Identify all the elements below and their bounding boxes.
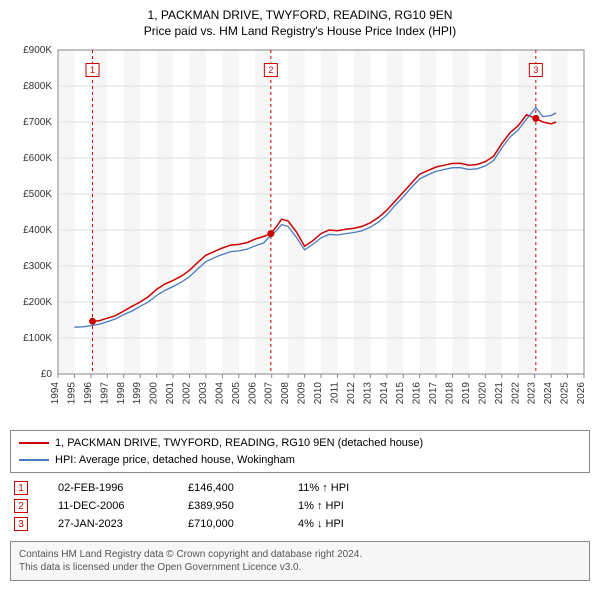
legend-row-property: 1, PACKMAN DRIVE, TWYFORD, READING, RG10… (19, 435, 581, 452)
svg-text:£0: £0 (41, 369, 53, 380)
svg-text:2008: 2008 (280, 382, 291, 405)
svg-text:£400K: £400K (23, 225, 52, 236)
transaction-pct: 1% ↑ HPI (298, 500, 418, 512)
svg-text:1994: 1994 (50, 382, 61, 405)
svg-text:3: 3 (533, 65, 538, 75)
svg-text:2014: 2014 (379, 382, 390, 405)
svg-text:£200K: £200K (23, 297, 52, 308)
transaction-row: 2 11-DEC-2006 £389,950 1% ↑ HPI (10, 497, 590, 515)
svg-text:1996: 1996 (83, 382, 94, 405)
transaction-row: 1 02-FEB-1996 £146,400 11% ↑ HPI (10, 479, 590, 497)
chart-container: 1, PACKMAN DRIVE, TWYFORD, READING, RG10… (0, 0, 600, 589)
svg-text:2026: 2026 (576, 382, 587, 405)
svg-text:2010: 2010 (313, 382, 324, 405)
attribution-line2: This data is licensed under the Open Gov… (19, 561, 581, 574)
svg-text:2022: 2022 (510, 382, 521, 405)
legend-label-property: 1, PACKMAN DRIVE, TWYFORD, READING, RG10… (55, 435, 423, 452)
svg-text:2019: 2019 (461, 382, 472, 405)
legend-label-hpi: HPI: Average price, detached house, Woki… (55, 452, 295, 469)
legend-row-hpi: HPI: Average price, detached house, Woki… (19, 452, 581, 469)
svg-text:2015: 2015 (395, 382, 406, 405)
transaction-marker: 3 (14, 517, 28, 531)
svg-text:2020: 2020 (477, 382, 488, 405)
svg-text:2002: 2002 (182, 382, 193, 405)
transactions-table: 1 02-FEB-1996 £146,400 11% ↑ HPI 2 11-DEC-200… (10, 479, 590, 533)
svg-text:2001: 2001 (165, 382, 176, 405)
svg-text:2009: 2009 (297, 382, 308, 405)
svg-text:2: 2 (268, 65, 273, 75)
transaction-marker: 1 (14, 481, 28, 495)
svg-text:2025: 2025 (560, 382, 571, 405)
svg-text:1: 1 (90, 65, 95, 75)
transaction-row: 3 27-JAN-2023 £710,000 4% ↓ HPI (10, 515, 590, 533)
transaction-marker: 2 (14, 499, 28, 513)
svg-text:2006: 2006 (247, 382, 258, 405)
svg-text:1995: 1995 (66, 382, 77, 405)
svg-text:2000: 2000 (149, 382, 160, 405)
transaction-pct: 11% ↑ HPI (298, 482, 418, 494)
transaction-date: 11-DEC-2006 (58, 500, 158, 512)
svg-text:£100K: £100K (23, 333, 52, 344)
svg-text:2018: 2018 (445, 382, 456, 405)
legend-line-property (19, 442, 49, 444)
transaction-date: 27-JAN-2023 (58, 518, 158, 530)
svg-text:2005: 2005 (231, 382, 242, 405)
transaction-date: 02-FEB-1996 (58, 482, 158, 494)
svg-text:£900K: £900K (23, 45, 52, 56)
svg-text:£800K: £800K (23, 81, 52, 92)
svg-text:2021: 2021 (494, 382, 505, 405)
svg-text:£700K: £700K (23, 117, 52, 128)
chart-svg: £0 £100K £200K £300K £400K £500K £600K £700K £80… (10, 44, 590, 424)
svg-text:2012: 2012 (346, 382, 357, 405)
svg-text:2007: 2007 (264, 382, 275, 405)
svg-text:2004: 2004 (214, 382, 225, 405)
transaction-price: £389,950 (188, 500, 268, 512)
transaction-pct: 4% ↓ HPI (298, 518, 418, 530)
svg-text:2011: 2011 (329, 382, 340, 404)
svg-text:1999: 1999 (132, 382, 143, 405)
svg-text:1998: 1998 (116, 382, 127, 405)
chart-area: £0 £100K £200K £300K £400K £500K £600K £700K £80… (10, 44, 590, 424)
legend-box: 1, PACKMAN DRIVE, TWYFORD, READING, RG10… (10, 430, 590, 473)
attribution-line1: Contains HM Land Registry data © Crown c… (19, 548, 581, 561)
svg-text:2024: 2024 (543, 382, 554, 405)
svg-text:2003: 2003 (198, 382, 209, 405)
svg-text:2017: 2017 (428, 382, 439, 405)
attribution-box: Contains HM Land Registry data © Crown c… (10, 541, 590, 581)
svg-text:2023: 2023 (527, 382, 538, 405)
chart-title: 1, PACKMAN DRIVE, TWYFORD, READING, RG10… (10, 8, 590, 22)
svg-text:1997: 1997 (99, 382, 110, 405)
transaction-price: £146,400 (188, 482, 268, 494)
legend-line-hpi (19, 459, 49, 461)
svg-text:£500K: £500K (23, 189, 52, 200)
transaction-price: £710,000 (188, 518, 268, 530)
svg-text:2016: 2016 (412, 382, 423, 405)
svg-text:2013: 2013 (362, 382, 373, 405)
chart-subtitle: Price paid vs. HM Land Registry's House … (10, 24, 590, 38)
svg-text:£600K: £600K (23, 153, 52, 164)
svg-text:£300K: £300K (23, 261, 52, 272)
